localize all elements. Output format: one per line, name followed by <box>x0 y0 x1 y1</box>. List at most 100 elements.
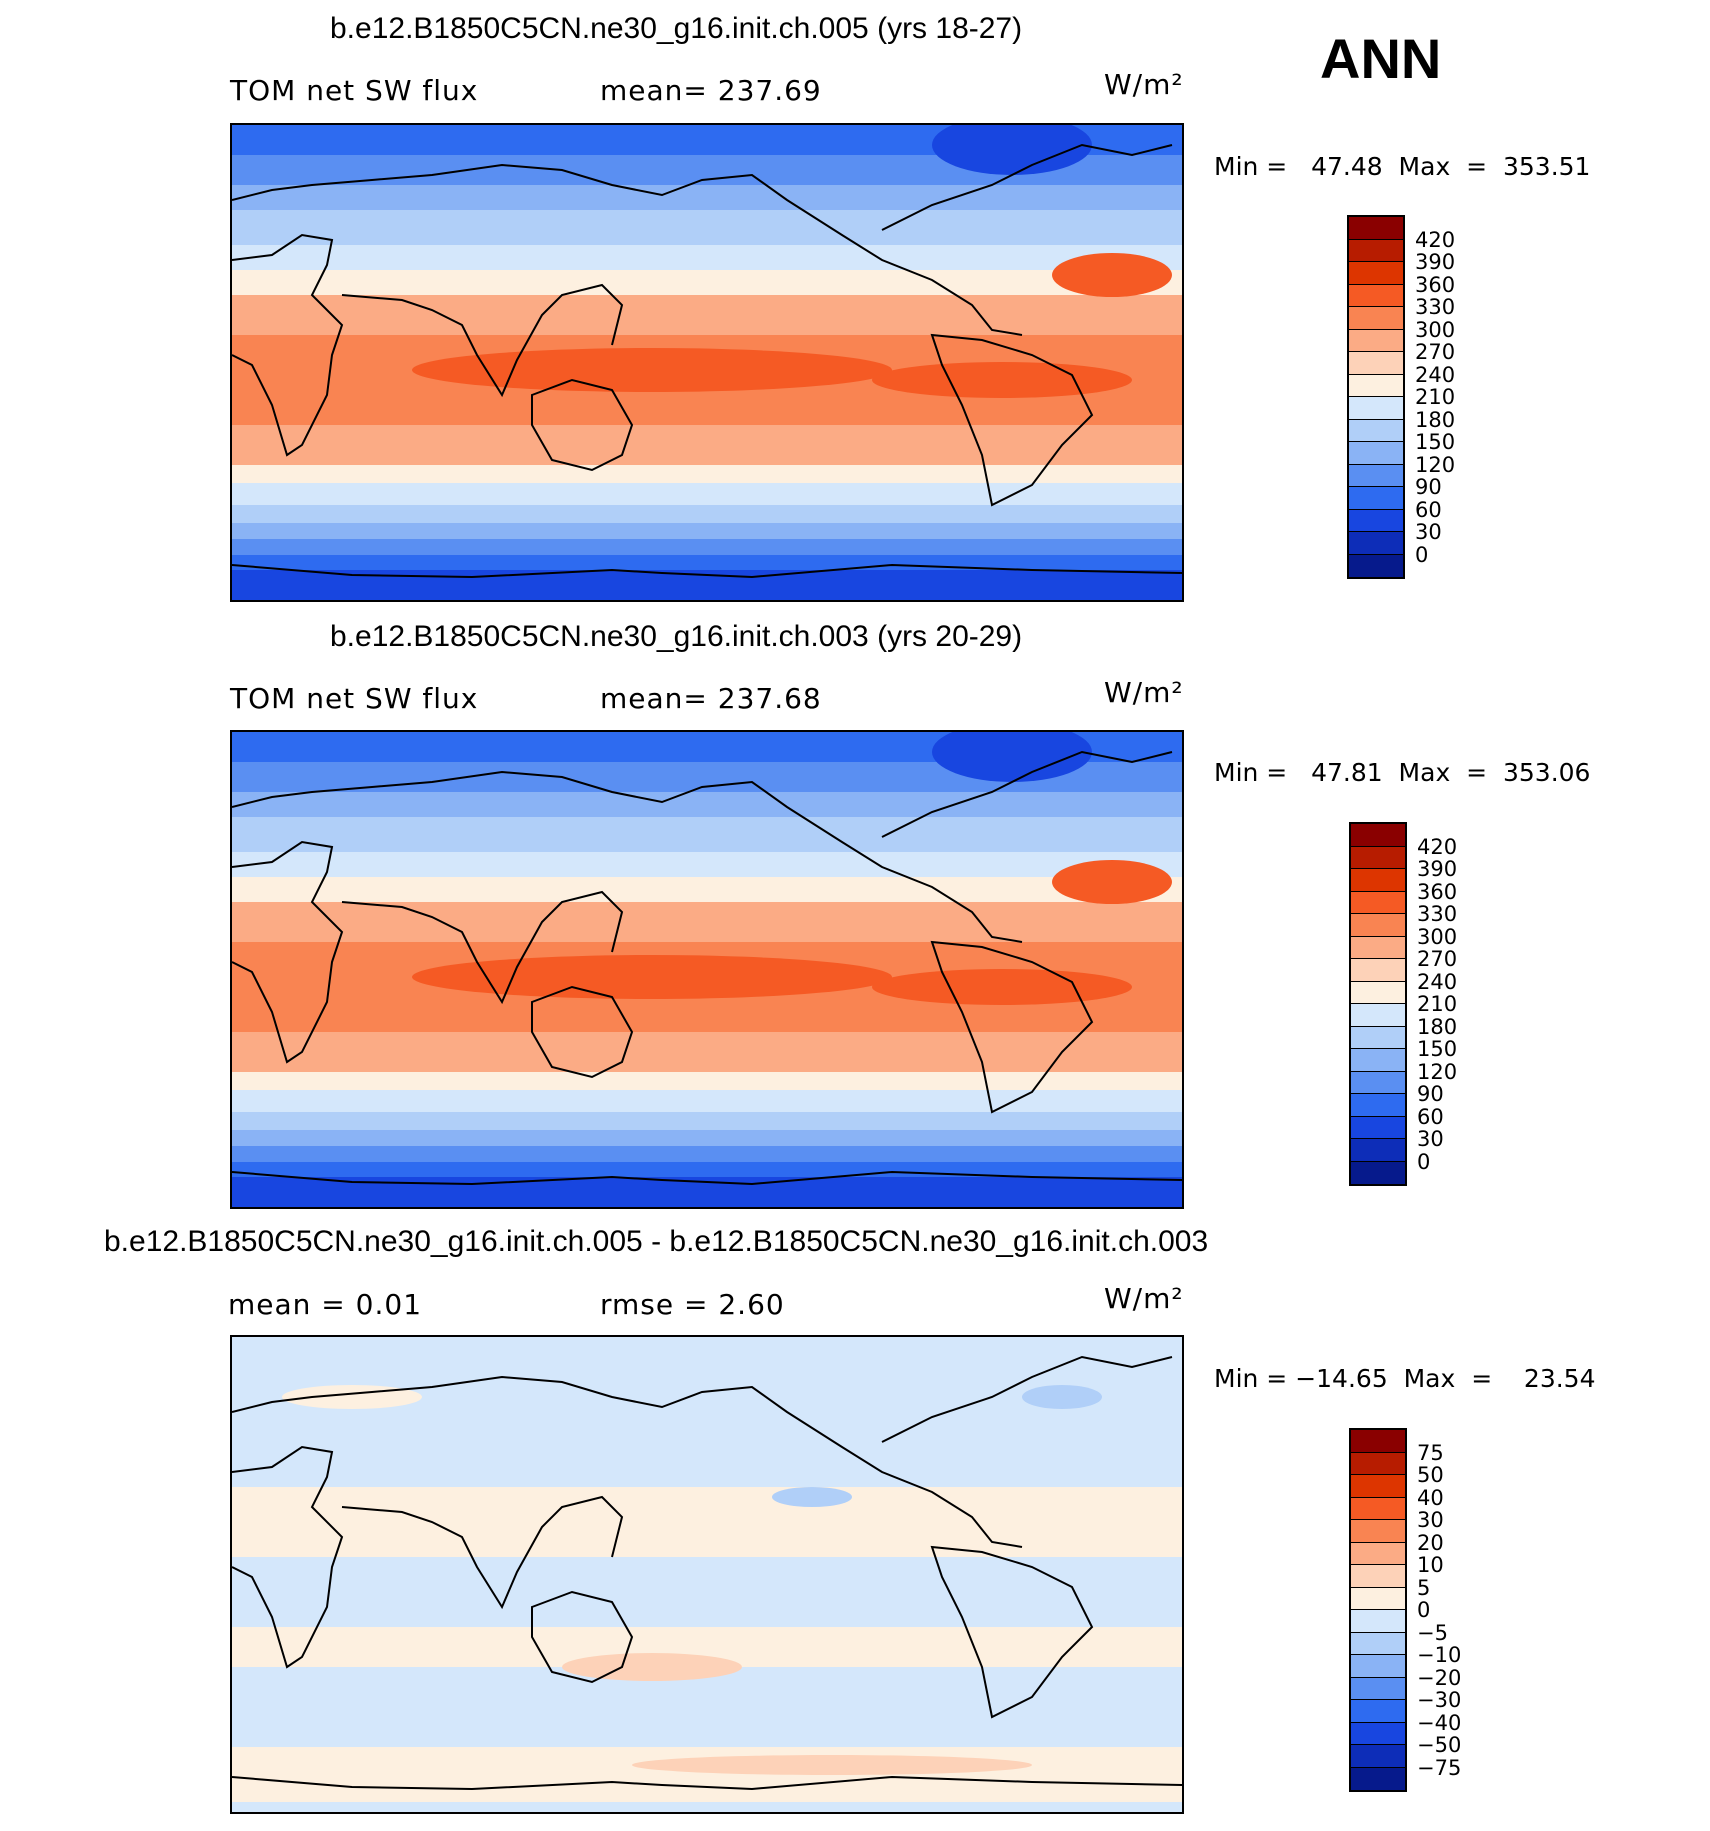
colorbar-swatch <box>1351 824 1405 847</box>
colorbar-swatch <box>1351 981 1405 1004</box>
colorbar-swatch <box>1351 1565 1405 1588</box>
colorbar-swatch <box>1351 1071 1405 1094</box>
panel-3-colorbar <box>1349 1428 1407 1792</box>
colorbar-tick-label: 300 <box>1415 317 1456 342</box>
colorbar-tick-label: 210 <box>1415 385 1456 409</box>
colorbar-swatch <box>1351 959 1405 982</box>
colorbar-tick-label: 90 <box>1417 1082 1444 1106</box>
colorbar-tick-label: −10 <box>1417 1643 1462 1667</box>
colorbar-tick-label: 0 <box>1417 1598 1431 1622</box>
colorbar-tick-label: 0 <box>1417 1149 1431 1174</box>
colorbar-swatch <box>1351 936 1405 959</box>
colorbar-swatch <box>1351 869 1405 892</box>
colorbar-tick-label: 20 <box>1417 1530 1444 1555</box>
colorbar-swatch <box>1349 464 1403 487</box>
colorbar-swatch <box>1351 1475 1405 1498</box>
colorbar-swatch <box>1351 1632 1405 1655</box>
colorbar-tick-label: 150 <box>1417 1037 1458 1061</box>
colorbar-tick-label: 75 <box>1417 1440 1444 1465</box>
panel-3-map <box>230 1335 1184 1814</box>
colorbar-tick-label: −75 <box>1417 1755 1462 1780</box>
colorbar-swatch <box>1349 419 1403 442</box>
panel-1-minmax: Min = 47.48 Max = 353.51 <box>1214 152 1591 181</box>
colorbar-swatch <box>1351 1745 1405 1768</box>
panel-3-units-label: W/m² <box>1104 1282 1184 1315</box>
colorbar-swatch <box>1349 217 1403 240</box>
colorbar-swatch <box>1351 1520 1405 1543</box>
colorbar-tick-label: 330 <box>1417 902 1458 926</box>
colorbar-swatch <box>1349 374 1403 397</box>
colorbar-tick-label: 390 <box>1415 250 1456 274</box>
colorbar-swatch <box>1351 1026 1405 1049</box>
colorbar-swatch <box>1351 1116 1405 1139</box>
panel-1-map-field <box>232 125 1182 600</box>
colorbar-swatch <box>1351 1587 1405 1610</box>
colorbar-tick-label: 270 <box>1417 947 1458 971</box>
colorbar-tick-label: 420 <box>1415 227 1456 252</box>
colorbar-tick-label: 60 <box>1415 497 1442 522</box>
colorbar-swatch <box>1351 1094 1405 1117</box>
colorbar-swatch <box>1351 1004 1405 1027</box>
colorbar-swatch <box>1351 1430 1405 1453</box>
panel-1-units-label: W/m² <box>1104 68 1184 101</box>
panel-1-mean-label: mean= 237.69 <box>600 74 822 107</box>
colorbar-tick-label: 0 <box>1415 542 1429 567</box>
colorbar-swatch <box>1349 532 1403 555</box>
colorbar-tick-label: 390 <box>1417 857 1458 881</box>
colorbar-swatch <box>1351 1497 1405 1520</box>
panel-3-mean-label: mean = 0.01 <box>228 1288 423 1321</box>
colorbar-swatch <box>1351 1049 1405 1072</box>
panel-1-title: b.e12.B1850C5CN.ne30_g16.init.ch.005 (yr… <box>330 12 1023 45</box>
colorbar-swatch <box>1351 914 1405 937</box>
colorbar-tick-label: 60 <box>1417 1104 1444 1129</box>
colorbar-tick-label: −20 <box>1417 1665 1462 1690</box>
colorbar-tick-label: 360 <box>1417 879 1458 904</box>
panel-2-colorbar <box>1349 822 1407 1186</box>
colorbar-tick-label: 30 <box>1415 520 1442 544</box>
colorbar-tick-label: 180 <box>1415 407 1456 432</box>
colorbar-tick-label: 360 <box>1415 272 1456 297</box>
colorbar-tick-label: 300 <box>1417 924 1458 949</box>
colorbar-tick-label: 10 <box>1417 1553 1444 1577</box>
panel-1-map <box>230 123 1184 602</box>
colorbar-swatch <box>1349 262 1403 285</box>
colorbar-swatch <box>1351 1767 1405 1790</box>
colorbar-swatch <box>1349 487 1403 510</box>
colorbar-swatch <box>1349 284 1403 307</box>
colorbar-tick-label: 5 <box>1417 1575 1431 1600</box>
panel-3-minmax: Min = −14.65 Max = 23.54 <box>1214 1364 1596 1393</box>
colorbar-swatch <box>1351 1700 1405 1723</box>
colorbar-swatch <box>1349 442 1403 465</box>
panel-1-colorbar <box>1347 215 1405 579</box>
panel-2-mean-label: mean= 237.68 <box>600 682 822 715</box>
colorbar-swatch <box>1351 846 1405 869</box>
colorbar-tick-label: −5 <box>1417 1620 1448 1645</box>
colorbar-swatch <box>1351 1655 1405 1678</box>
colorbar-tick-label: 50 <box>1417 1463 1444 1487</box>
colorbar-swatch <box>1351 1161 1405 1184</box>
panel-3-rmse-label: rmse = 2.60 <box>600 1288 785 1321</box>
colorbar-swatch <box>1351 1677 1405 1700</box>
colorbar-tick-label: −40 <box>1417 1710 1462 1735</box>
colorbar-swatch <box>1349 239 1403 262</box>
colorbar-swatch <box>1349 329 1403 352</box>
colorbar-swatch <box>1349 352 1403 375</box>
colorbar-swatch <box>1349 509 1403 532</box>
colorbar-tick-label: 180 <box>1417 1014 1458 1039</box>
colorbar-tick-label: 210 <box>1417 992 1458 1016</box>
colorbar-tick-label: 420 <box>1417 834 1458 859</box>
panel-2-units-label: W/m² <box>1104 676 1184 709</box>
colorbar-tick-label: −50 <box>1417 1733 1462 1757</box>
colorbar-tick-label: −30 <box>1417 1688 1462 1712</box>
colorbar-swatch <box>1351 1722 1405 1745</box>
colorbar-tick-label: 240 <box>1415 362 1456 387</box>
panel-1-variable-label: TOM net SW flux <box>230 74 479 107</box>
colorbar-tick-label: 30 <box>1417 1508 1444 1532</box>
panel-3-title: b.e12.B1850C5CN.ne30_g16.init.ch.005 - b… <box>104 1225 1209 1258</box>
colorbar-tick-label: 240 <box>1417 969 1458 994</box>
panel-2-variable-label: TOM net SW flux <box>230 682 479 715</box>
panel-2-title: b.e12.B1850C5CN.ne30_g16.init.ch.003 (yr… <box>330 620 1023 653</box>
colorbar-tick-label: 90 <box>1415 475 1442 499</box>
colorbar-tick-label: 40 <box>1417 1485 1444 1510</box>
colorbar-tick-label: 330 <box>1415 295 1456 319</box>
